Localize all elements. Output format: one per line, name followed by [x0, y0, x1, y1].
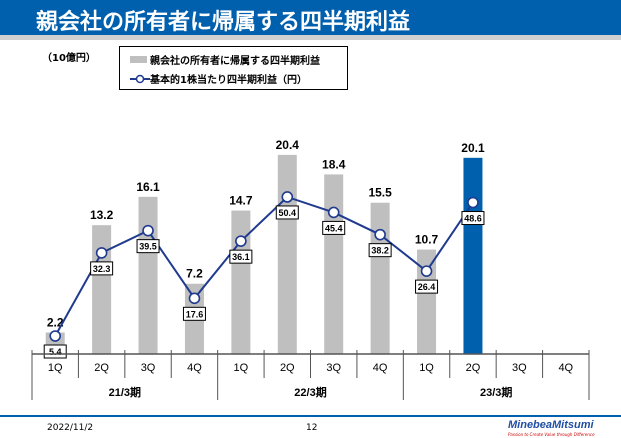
x-tick-label: 1Q — [234, 362, 249, 374]
bar-value-label: 18.4 — [322, 157, 346, 171]
eps-label-box — [136, 239, 160, 254]
eps-value-label: 36.1 — [232, 252, 250, 262]
company-tagline: Passion to Create Value through Differen… — [508, 432, 595, 437]
eps-label-box — [322, 220, 346, 235]
eps-value-label: 45.4 — [325, 223, 343, 233]
x-tick-label: 1Q — [48, 362, 63, 374]
x-group-label: 22/3期 — [294, 385, 326, 399]
legend-label: 基本的1株当たり四半期利益（円） — [150, 75, 307, 86]
x-tick-label: 3Q — [141, 362, 156, 374]
bar — [417, 249, 437, 354]
page-title: 親会社の所有者に帰属する四半期利益 — [36, 10, 411, 35]
bar-value-label: 20.1 — [461, 141, 485, 155]
eps-point — [374, 228, 386, 241]
eps-point — [281, 191, 294, 203]
eps-point — [327, 206, 340, 219]
eps-value-label: 32.3 — [93, 264, 111, 274]
bar-value-label: 15.5 — [368, 186, 392, 200]
legend-label: 親会社の所有者に帰属する四半期利益 — [150, 56, 320, 67]
x-tick-label: 4Q — [558, 362, 573, 374]
bar — [370, 202, 390, 354]
page-number: 12 — [306, 423, 318, 433]
eps-point — [420, 265, 433, 277]
eps-label-box — [182, 306, 206, 321]
x-tick-label: 4Q — [187, 362, 202, 374]
x-tick-label: 4Q — [373, 362, 388, 374]
eps-label-box — [229, 249, 253, 264]
x-tick-label: 2Q — [466, 362, 481, 374]
eps-line — [54, 195, 474, 337]
eps-point — [467, 196, 479, 209]
eps-value-label: 26.4 — [418, 282, 436, 292]
x-tick-label: 1Q — [419, 362, 434, 374]
bar — [92, 225, 112, 354]
eps-point — [188, 292, 201, 305]
bar-value-label: 20.4 — [276, 138, 300, 152]
eps-point — [95, 247, 108, 259]
bar-value-label: 14.7 — [229, 194, 253, 208]
eps-label-box — [275, 205, 299, 220]
eps-value-label: 17.6 — [186, 309, 204, 319]
legend-item-line: 基本的1株当たり四半期利益（円） — [130, 71, 307, 86]
x-tick-label: 3Q — [326, 362, 341, 374]
eps-label-box — [90, 261, 114, 276]
title-divider — [0, 35, 621, 40]
chart: 2.2 13.2 16.1 7.2 14.7 20.4 18.4 15.5 10.7 20.1 5.… — [31, 138, 590, 400]
x-group-label: 23/3期 — [480, 385, 512, 399]
legend: 親会社の所有者に帰属する四半期利益 基本的1株当たり四半期利益（円） — [119, 46, 348, 90]
eps-label-box — [415, 279, 439, 294]
eps-label-box — [368, 243, 392, 258]
eps-value-label: 38.2 — [371, 246, 389, 256]
bar-value-label: 10.7 — [415, 233, 439, 247]
eps-point — [49, 330, 62, 342]
bar-value-label: 16.1 — [136, 180, 160, 194]
bar — [277, 154, 297, 354]
bar-swatch-icon — [130, 56, 147, 63]
company-logo: MinebeaMitsumi — [508, 419, 594, 431]
bar — [138, 196, 158, 354]
footer-divider — [0, 415, 621, 417]
x-tick-label: 2Q — [94, 362, 109, 374]
eps-value-label: 50.4 — [279, 208, 297, 218]
eps-label-box — [461, 211, 485, 226]
eps-value-label: 48.6 — [464, 214, 482, 224]
eps-point — [235, 235, 247, 247]
bar-value-label: 7.2 — [186, 267, 203, 281]
eps-value-label: 39.5 — [139, 242, 157, 252]
eps-label-box — [43, 344, 67, 359]
bar — [231, 210, 251, 354]
title-bar: 親会社の所有者に帰属する四半期利益 — [0, 0, 621, 35]
line-marker-icon — [130, 74, 150, 83]
bar-value-label: 13.2 — [90, 208, 114, 222]
bar-value-label: 2.2 — [47, 316, 64, 330]
bar — [324, 174, 344, 354]
legend-item-bar: 親会社の所有者に帰属する四半期利益 — [130, 52, 320, 67]
eps-point — [142, 224, 154, 237]
x-tick-label: 2Q — [280, 362, 295, 374]
unit-label: （10億円） — [42, 53, 96, 64]
footer-date: 2022/11/2 — [47, 423, 94, 433]
bar — [463, 157, 483, 354]
eps-value-label: 5.4 — [49, 347, 62, 357]
x-group-label: 21/3期 — [109, 385, 141, 399]
x-tick-label: 3Q — [512, 362, 527, 374]
